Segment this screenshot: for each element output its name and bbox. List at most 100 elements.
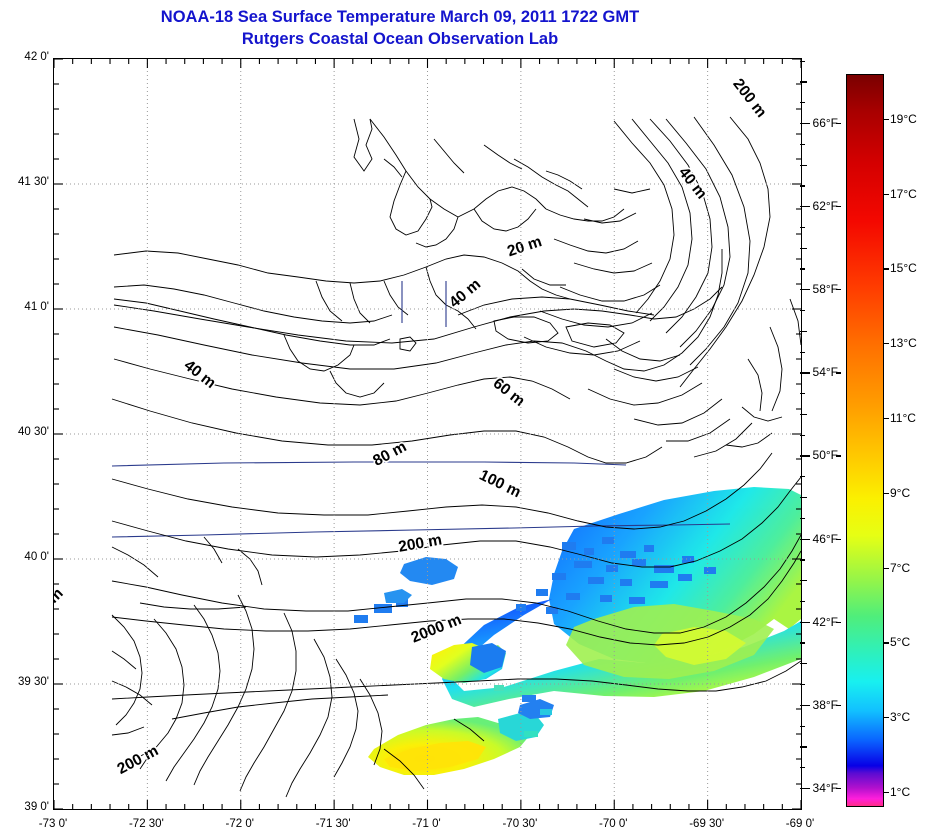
colorbar-celsius-tick — [884, 193, 889, 195]
colorbar-fahrenheit-tick — [836, 787, 841, 790]
frame-right-minor-tick — [800, 600, 805, 603]
frame-right-minor-tick — [800, 143, 805, 145]
chart-title-block: NOAA-18 Sea Surface Temperature March 09… — [0, 6, 800, 50]
frame-right-minor-tick — [800, 164, 807, 166]
x-axis-tick-label: -69 30' — [689, 818, 725, 830]
colorbar-celsius-label: 3°C — [890, 710, 911, 725]
colorbar-fahrenheit-label: 46°F — [812, 531, 838, 546]
y-axis-tick-label: 41 30' — [18, 176, 49, 188]
colorbar[interactable]: 19°C 17°C 15°C 13°C 11°C 9°C 7°C 5°C 3°C 1°C — [846, 74, 917, 809]
x-axis-tick-label: -72 30' — [128, 818, 164, 830]
y-axis-tick-label: 39 30' — [18, 676, 49, 688]
colorbar-fahrenheit-labels: 66°F 62°F 58°F 54°F 50°F 46°F 42°F 38°F 34°F — [752, 74, 842, 809]
sst-core-warm-east-inner — [654, 627, 746, 665]
frame-right-major-tick — [800, 372, 810, 374]
colorbar-celsius-tick — [884, 567, 889, 569]
frame-right-minor-tick — [800, 268, 805, 270]
y-axis-tick-label: 40 30' — [18, 426, 49, 438]
frame-right-minor-tick — [800, 497, 807, 499]
frame-right-minor-tick — [800, 663, 807, 665]
x-axis-tick-label: -69 0' — [785, 818, 815, 830]
frame-right-minor-tick — [800, 517, 805, 519]
frame-right-minor-tick — [800, 476, 805, 478]
colorbar-celsius-label: 7°C — [890, 560, 911, 575]
y-axis-tick-label: 39 0' — [24, 801, 49, 813]
frame-right-minor-tick — [800, 185, 805, 187]
frame-right-minor-tick — [800, 393, 805, 395]
x-axis-tick-label: -71 30' — [315, 818, 351, 830]
x-axis-tick-label: -70 30' — [502, 818, 538, 830]
frame-right-minor-tick — [800, 60, 805, 62]
colorbar-celsius-label: 9°C — [890, 485, 911, 500]
frame-right-minor-tick — [800, 725, 805, 727]
y-axis-tick-label: 42 0' — [24, 51, 49, 63]
colorbar-celsius-tick — [884, 418, 889, 420]
x-axis-tick-label: -70 0' — [599, 818, 628, 830]
frame-right-major-tick — [800, 538, 810, 540]
frame-right-minor-tick — [800, 310, 805, 312]
frame-right-minor-tick — [800, 684, 805, 686]
colorbar-fahrenheit-label: 42°F — [812, 614, 838, 629]
y-axis-tick-label: 41 0' — [24, 301, 49, 313]
colorbar-fahrenheit-tick — [836, 289, 841, 291]
colorbar-fahrenheit-label: 38°F — [812, 697, 838, 712]
colorbar-celsius-tick — [884, 792, 889, 794]
frame-right-minor-tick — [800, 102, 805, 104]
coastline-and-bathymetry-layer — [111, 116, 801, 798]
frame-right-minor-tick — [800, 81, 807, 83]
colorbar-celsius-tick — [884, 118, 889, 121]
sst-patch-mid-shelf — [400, 557, 458, 585]
frame-right-minor-tick — [800, 767, 805, 769]
frame-right-minor-tick — [800, 247, 807, 249]
sst-raster-layer — [354, 487, 801, 775]
sst-patch-mid-shelf-b — [384, 589, 412, 603]
frame-right-major-tick — [800, 123, 810, 125]
x-axis-tick-label: -71 0' — [412, 818, 441, 830]
colorbar-celsius-tick — [884, 717, 889, 719]
colorbar-celsius-tick — [884, 492, 889, 495]
frame-right-major-tick — [800, 787, 810, 790]
colorbar-fahrenheit-label: 58°F — [812, 282, 838, 297]
gridline-layer — [54, 59, 801, 809]
colorbar-fahrenheit-label: 62°F — [812, 199, 838, 214]
colorbar-celsius-label: 13°C — [890, 336, 917, 351]
colorbar-fahrenheit-label: 34°F — [812, 780, 838, 795]
y-axis-labels: 42 0' 41 30' 41 0' 40 30' 40 0' 39 30' 39 0' — [0, 0, 49, 840]
colorbar-fahrenheit-tick — [836, 621, 841, 623]
sst-core-south-warm — [384, 741, 486, 771]
frame-right-minor-tick — [800, 226, 805, 229]
x-axis-tick-label: -73 0' — [38, 818, 68, 830]
frame-right-minor-tick — [800, 413, 807, 416]
map-plot-area[interactable]: 200 m 200 m 40 m 40 m 20 m 20 m 40 m 40 m 60 m 60… — [53, 58, 802, 810]
y-axis-tick-label: 40 0' — [24, 551, 49, 563]
frame-right-minor-tick — [800, 330, 807, 332]
colorbar-fahrenheit-tick — [836, 704, 841, 706]
colorbar-celsius-label: 19°C — [890, 111, 917, 126]
frame-right-major-tick — [800, 289, 810, 291]
colorbar-celsius-label: 1°C — [890, 785, 911, 800]
inner-tick-layer — [54, 59, 801, 809]
colorbar-fahrenheit-tick — [836, 206, 841, 208]
frame-right-major-tick — [800, 704, 810, 706]
colorbar-celsius-tick — [884, 268, 889, 270]
page-title: NOAA-18 Sea Surface Temperature March 09… — [160, 8, 640, 26]
colorbar-fahrenheit-label: 66°F — [812, 116, 838, 131]
sst-patch-shelf-edge-south — [442, 599, 801, 707]
frame-right-major-tick — [800, 621, 810, 623]
frame-right-minor-tick — [800, 580, 807, 582]
colorbar-gradient — [846, 74, 884, 807]
colorbar-fahrenheit-label: 54°F — [812, 365, 838, 380]
frame-right-minor-tick — [800, 559, 805, 561]
frame-right-minor-tick — [800, 351, 805, 353]
colorbar-fahrenheit-label: 50°F — [812, 448, 838, 463]
colorbar-fahrenheit-tick — [836, 123, 841, 125]
colorbar-celsius-label: 17°C — [890, 186, 917, 201]
frame-right-minor-tick — [800, 746, 807, 748]
page-subtitle: Rutgers Coastal Ocean Observation Lab — [241, 30, 559, 48]
frame-right-major-tick — [800, 206, 810, 208]
colorbar-celsius-tick — [884, 642, 889, 644]
x-axis-tick-label: -72 0' — [225, 818, 254, 830]
colorbar-celsius-label: 15°C — [890, 261, 917, 276]
